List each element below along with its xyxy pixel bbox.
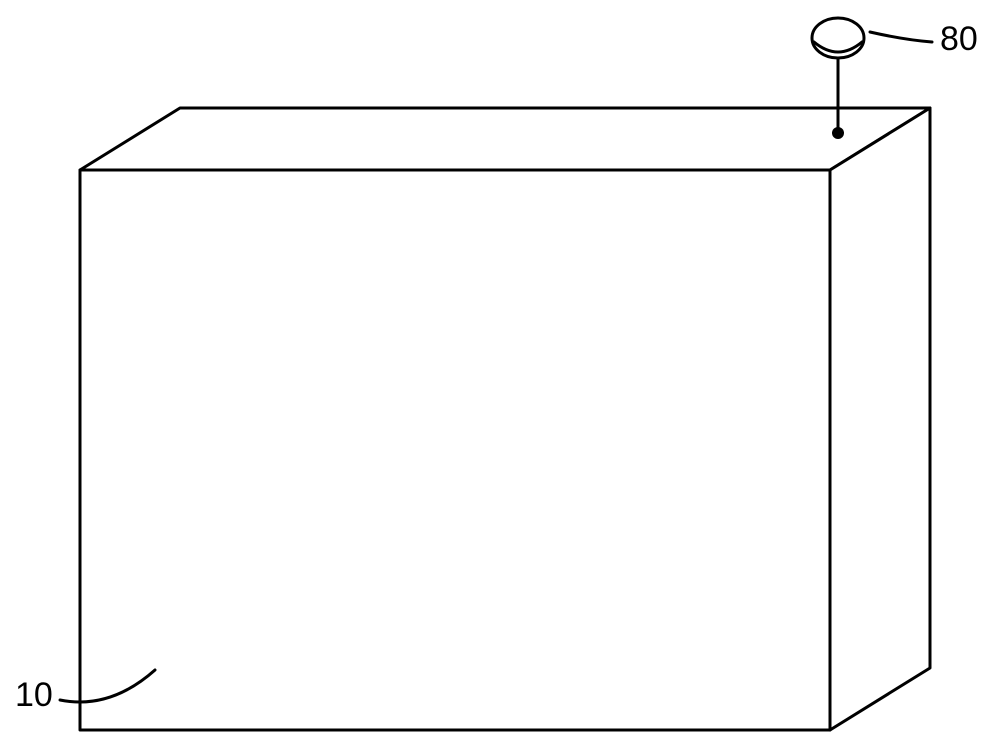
leader-antenna <box>870 32 932 42</box>
box-side-face <box>830 108 930 730</box>
label-box: 10 <box>15 678 53 712</box>
box-3d <box>80 108 930 730</box>
figure-svg <box>0 0 1000 744</box>
label-antenna: 80 <box>940 22 978 56</box>
diagram-canvas: 10 80 <box>0 0 1000 744</box>
box-front-face <box>80 170 830 730</box>
box-top-face <box>80 108 930 170</box>
